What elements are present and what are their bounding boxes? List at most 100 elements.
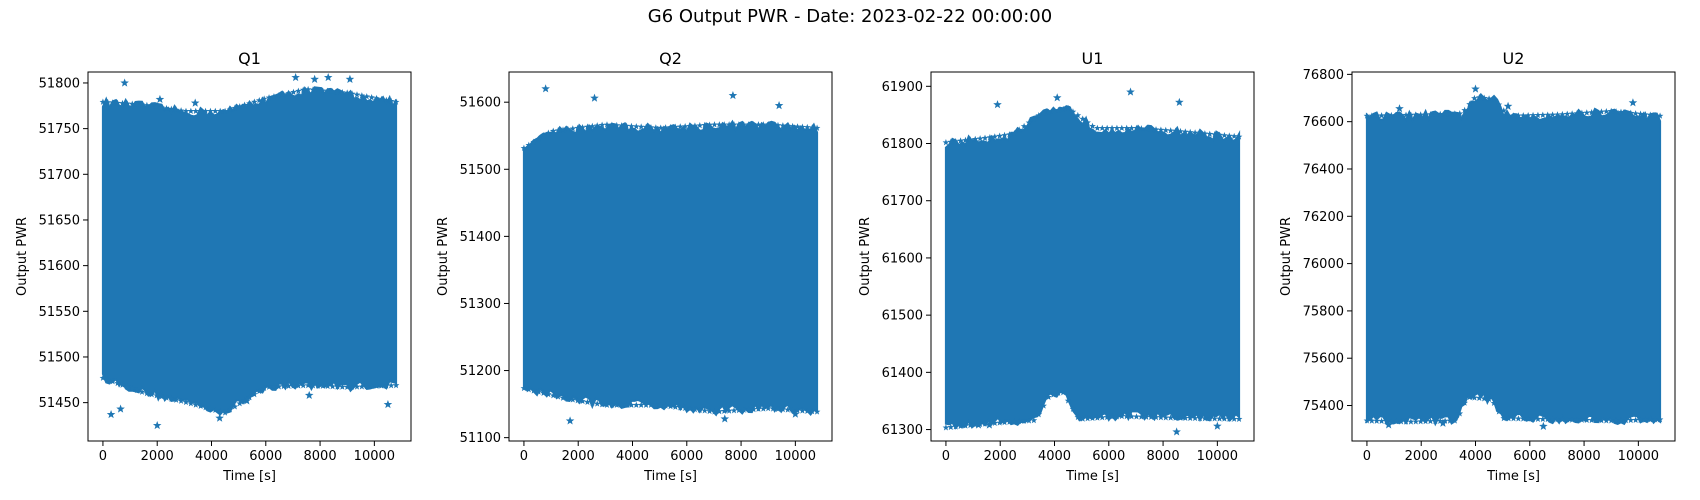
edge-marker <box>1103 124 1111 132</box>
edge-marker <box>309 86 317 93</box>
edge-marker <box>525 141 533 148</box>
y-tick-label: 76400 <box>1303 162 1344 177</box>
edge-marker <box>520 144 528 151</box>
outlier-marker <box>383 399 393 409</box>
edge-marker <box>564 395 572 402</box>
edge-marker <box>1598 417 1605 424</box>
edge-marker <box>1392 111 1400 119</box>
edge-marker <box>1427 110 1434 118</box>
edge-marker <box>148 391 156 398</box>
edge-marker <box>623 122 630 129</box>
edge-marker <box>324 87 331 94</box>
edge-marker <box>1142 413 1150 420</box>
edge-marker <box>618 401 625 408</box>
edge-marker <box>740 406 748 413</box>
edge-marker <box>368 382 375 390</box>
edge-marker <box>1451 417 1459 424</box>
x-tick-label: 4000 <box>195 449 228 464</box>
edge-marker <box>1617 108 1625 115</box>
edge-marker <box>1225 415 1233 422</box>
panel-title: Q2 <box>659 49 682 68</box>
edge-marker <box>760 121 767 128</box>
edge-marker <box>1627 109 1635 116</box>
y-tick-label: 51600 <box>39 259 80 274</box>
edge-marker <box>143 101 151 109</box>
edge-marker <box>1035 112 1043 119</box>
edge-marker <box>1172 127 1179 134</box>
edge-marker <box>1485 395 1493 402</box>
outlier-marker <box>152 420 162 430</box>
outlier-marker <box>190 98 200 107</box>
edge-marker <box>172 396 180 403</box>
edge-marker <box>99 374 107 381</box>
edge-marker <box>246 100 253 107</box>
edge-marker <box>163 104 170 112</box>
edge-marker <box>545 129 552 136</box>
edge-marker <box>1607 417 1615 424</box>
outlier-marker <box>304 390 314 399</box>
edge-marker <box>520 384 528 392</box>
edge-marker <box>1157 126 1165 133</box>
edge-marker <box>1182 128 1189 135</box>
edge-marker <box>314 382 322 389</box>
edge-marker <box>1035 410 1043 418</box>
edge-marker <box>1133 413 1140 420</box>
edge-marker <box>559 126 567 133</box>
edge-marker <box>295 382 302 389</box>
edge-marker <box>589 399 596 406</box>
edge-marker <box>1568 110 1576 117</box>
edge-marker <box>769 405 777 412</box>
edge-marker <box>1138 413 1145 420</box>
edge-marker <box>236 103 244 110</box>
edge-marker <box>216 107 224 115</box>
edge-marker <box>647 123 655 131</box>
outlier-marker <box>116 404 125 413</box>
edge-marker <box>1138 125 1145 132</box>
edge-marker <box>1059 105 1067 113</box>
edge-marker <box>1186 128 1194 136</box>
edge-marker <box>1221 415 1228 422</box>
edge-marker <box>358 92 366 99</box>
edge-marker <box>1025 119 1033 126</box>
y-tick-label: 76000 <box>1303 257 1344 272</box>
edge-marker <box>613 121 621 129</box>
edge-marker <box>138 388 146 395</box>
edge-marker <box>1642 111 1649 118</box>
edge-marker <box>632 123 640 130</box>
edge-marker <box>1480 94 1488 101</box>
edge-marker <box>996 132 1003 139</box>
edge-marker <box>1094 124 1101 132</box>
edge-marker <box>1103 413 1111 421</box>
x-tick-label: 0 <box>520 449 528 464</box>
edge-marker <box>319 87 327 94</box>
outlier-marker <box>1438 418 1448 427</box>
outlier-marker <box>1471 84 1480 93</box>
edge-marker <box>1466 100 1473 108</box>
edge-marker <box>730 407 738 414</box>
edge-marker <box>569 396 577 403</box>
edge-marker <box>1495 408 1503 415</box>
outlier-marker <box>774 101 784 110</box>
edge-marker <box>392 381 400 389</box>
edge-marker <box>1363 417 1371 424</box>
edge-marker <box>1422 417 1429 425</box>
edge-marker <box>1040 402 1047 409</box>
edge-marker <box>1182 414 1189 421</box>
x-tick-label: 0 <box>942 449 950 464</box>
axes-frame <box>508 71 833 442</box>
edge-marker <box>716 407 723 415</box>
edge-marker <box>1519 415 1527 422</box>
edge-marker <box>784 122 792 129</box>
outlier-marker <box>1503 101 1513 110</box>
edge-marker <box>153 392 160 399</box>
edge-marker <box>623 401 630 408</box>
edge-marker <box>1549 415 1556 423</box>
edge-marker <box>564 125 572 133</box>
edge-marker <box>1089 414 1096 422</box>
edge-marker <box>329 88 336 95</box>
outlier-marker <box>242 396 252 405</box>
edge-marker <box>1642 416 1649 423</box>
y-tick-label: 61800 <box>882 137 923 152</box>
edge-marker <box>579 397 586 405</box>
